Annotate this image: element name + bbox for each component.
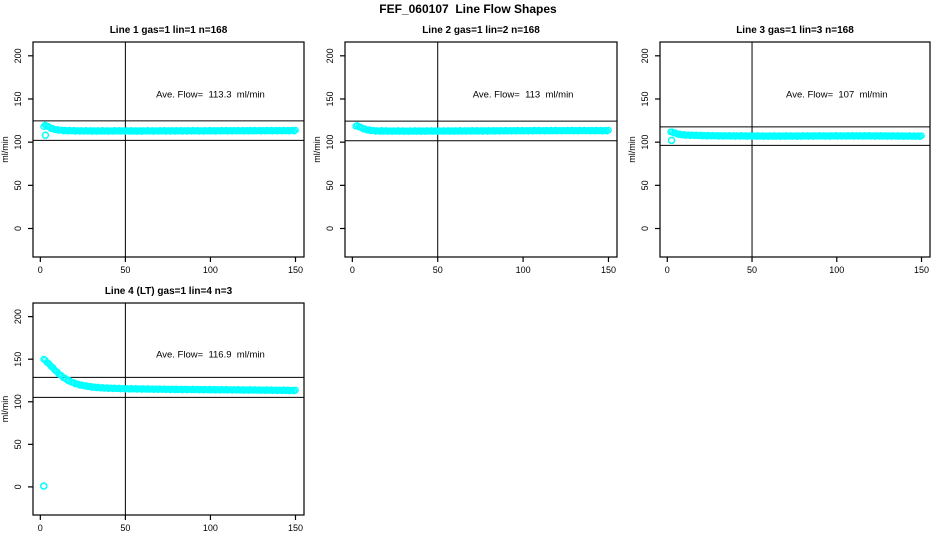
y-axis-title: ml/min [0, 396, 10, 423]
y-axis-title: ml/min [627, 136, 637, 163]
panel-title: Line 4 (LT) gas=1 lin=4 n=3 [105, 286, 233, 297]
y-tick-label: 200 [13, 309, 23, 324]
y-tick-label: 100 [325, 135, 335, 150]
x-tick-label: 150 [914, 265, 929, 275]
outlier-point [667, 136, 676, 145]
x-tick-label: 50 [433, 265, 443, 275]
x-tick-label: 100 [516, 265, 531, 275]
x-tick-label: 50 [747, 265, 757, 275]
ave-flow-annotation: Ave. Flow= 113.3 ml/min [156, 89, 265, 100]
x-tick-label: 150 [288, 523, 303, 533]
plot-box [32, 41, 305, 258]
outlier-point [41, 131, 50, 140]
panel-line-3: Line 3 gas=1 lin=3 n=168 0 50 100 150 0 50 100 1… [627, 25, 931, 275]
data-points [40, 121, 299, 135]
y-tick-label: 100 [13, 394, 23, 409]
panel-title: Line 2 gas=1 lin=2 n=168 [422, 25, 540, 36]
y-axis-title: ml/min [312, 136, 322, 163]
panel-title: Line 1 gas=1 lin=1 n=168 [110, 25, 228, 36]
x-tick-label: 100 [203, 523, 218, 533]
y-tick-label: 200 [325, 48, 335, 63]
data-points [352, 122, 612, 136]
y-tick-label: 100 [13, 135, 23, 150]
plot-box [659, 41, 931, 258]
panel-line-2: Line 2 gas=1 lin=2 n=168 0 50 100 150 0 50 100 1… [312, 25, 618, 275]
y-tick-label: 0 [13, 484, 23, 489]
panel-title: Line 3 gas=1 lin=3 n=168 [736, 25, 854, 36]
y-tick-label: 150 [325, 91, 335, 106]
data-point [40, 123, 48, 131]
y-tick-label: 50 [640, 180, 650, 190]
data-point [918, 132, 925, 140]
y-tick-label: 50 [325, 180, 335, 190]
x-tick-label: 50 [120, 523, 130, 533]
y-tick-label: 200 [640, 48, 650, 63]
x-tick-label: 100 [829, 265, 844, 275]
y-tick-label: 50 [13, 439, 23, 449]
y-tick-label: 0 [640, 226, 650, 231]
data-point [605, 126, 612, 134]
data-point [292, 126, 299, 134]
data-points [40, 355, 299, 395]
data-points [667, 128, 925, 141]
y-tick-label: 150 [13, 352, 23, 367]
y-tick-label: 200 [13, 48, 23, 63]
data-point [292, 386, 299, 394]
panel-line-4: Line 4 (LT) gas=1 lin=4 n=3 0 50 100 150 0 50 1… [0, 286, 305, 533]
x-tick-label: 0 [350, 265, 355, 275]
x-tick-label: 150 [601, 265, 616, 275]
x-tick-label: 0 [38, 523, 43, 533]
y-axis-title: ml/min [0, 136, 10, 163]
x-tick-label: 50 [120, 265, 130, 275]
y-tick-label: 0 [325, 226, 335, 231]
x-tick-label: 0 [665, 265, 670, 275]
plot-box [344, 41, 618, 258]
ave-flow-annotation: Ave. Flow= 107 ml/min [786, 89, 887, 100]
outlier-point [39, 482, 48, 490]
panel-line-1: Line 1 gas=1 lin=1 n=168 0 50 100 150 0 50 100 1… [0, 25, 305, 275]
ave-flow-annotation: Ave. Flow= 113 ml/min [473, 89, 574, 100]
x-tick-label: 150 [288, 265, 303, 275]
y-tick-label: 50 [13, 180, 23, 190]
x-tick-label: 0 [38, 265, 43, 275]
plot-box [32, 302, 305, 516]
y-tick-label: 150 [13, 91, 23, 106]
ave-flow-annotation: Ave. Flow= 116.9 ml/min [156, 349, 265, 360]
y-tick-label: 100 [640, 135, 650, 150]
y-tick-label: 0 [13, 226, 23, 231]
y-tick-label: 150 [640, 91, 650, 106]
x-tick-label: 100 [203, 265, 218, 275]
figure-main-title: FEF_060107 Line Flow Shapes [379, 2, 557, 16]
